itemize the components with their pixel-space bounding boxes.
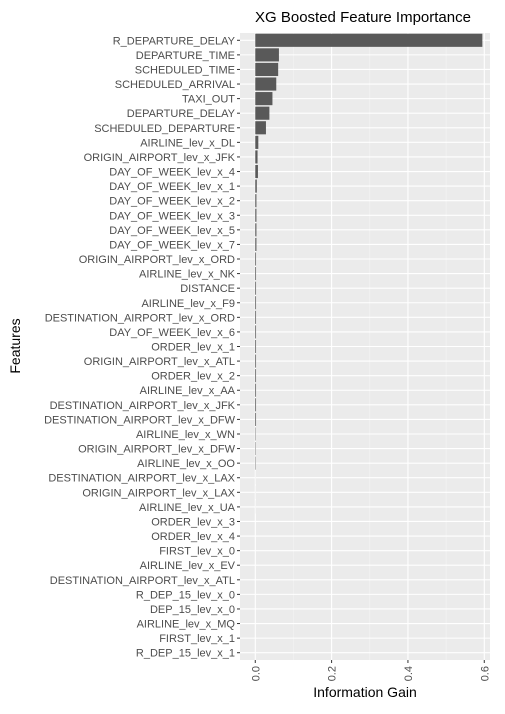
y-tick-label: SCHEDULED_DEPARTURE bbox=[94, 123, 235, 135]
x-axis-title: Information Gain bbox=[313, 684, 417, 700]
y-tick-label: R_DEP_15_lev_x_0 bbox=[136, 589, 235, 601]
y-tick-label: DAY_OF_WEEK_lev_x_7 bbox=[109, 239, 235, 251]
bar bbox=[255, 325, 256, 338]
bar bbox=[255, 413, 256, 426]
bar bbox=[255, 340, 256, 353]
y-tick-label: DESTINATION_AIRPORT_lev_x_JFK bbox=[50, 400, 236, 412]
y-tick-label: DAY_OF_WEEK_lev_x_1 bbox=[109, 181, 235, 193]
bar bbox=[255, 296, 256, 309]
bar bbox=[255, 194, 256, 207]
y-tick-label: AIRLINE_lev_x_NK bbox=[139, 269, 236, 281]
bar bbox=[255, 282, 256, 295]
y-tick-label: AIRLINE_lev_x_F9 bbox=[141, 298, 235, 310]
bar bbox=[255, 121, 266, 134]
y-tick-label: AIRLINE_lev_x_UA bbox=[139, 502, 236, 514]
y-tick-label: DAY_OF_WEEK_lev_x_2 bbox=[109, 196, 235, 208]
y-tick-label: ORDER_lev_x_1 bbox=[151, 342, 235, 354]
x-tick-label: 0.4 bbox=[403, 666, 415, 681]
y-tick-label: ORDER_lev_x_3 bbox=[151, 516, 235, 528]
y-tick-label: DESTINATION_AIRPORT_lev_x_ATL bbox=[50, 575, 235, 587]
x-tick-label: 0.6 bbox=[479, 666, 491, 681]
bar bbox=[255, 136, 258, 149]
bar bbox=[255, 398, 256, 411]
y-tick-label: TAXI_OUT bbox=[182, 94, 235, 106]
y-tick-label: ORIGIN_AIRPORT_lev_x_DFW bbox=[78, 444, 236, 456]
y-tick-label: ORIGIN_AIRPORT_lev_x_LAX bbox=[82, 487, 235, 499]
bar bbox=[255, 77, 276, 90]
bar bbox=[255, 369, 256, 382]
bar bbox=[255, 223, 256, 236]
y-tick-label: DEPARTURE_DELAY bbox=[127, 108, 236, 120]
y-tick-label: DISTANCE bbox=[180, 283, 235, 295]
y-tick-label: SCHEDULED_ARRIVAL bbox=[115, 79, 235, 91]
y-tick-label: ORIGIN_AIRPORT_lev_x_JFK bbox=[84, 152, 236, 164]
bar bbox=[255, 180, 257, 193]
bar bbox=[255, 267, 256, 280]
bar bbox=[255, 238, 256, 251]
bar bbox=[255, 209, 256, 222]
y-tick-label: AIRLINE_lev_x_MQ bbox=[137, 619, 236, 631]
y-tick-label: AIRLINE_lev_x_OO bbox=[137, 458, 235, 470]
y-tick-label: DAY_OF_WEEK_lev_x_3 bbox=[109, 210, 235, 222]
y-tick-label: DESTINATION_AIRPORT_lev_x_LAX bbox=[48, 473, 235, 485]
x-axis: 0.0 0.2 0.4 0.6 bbox=[250, 660, 491, 681]
y-tick-label: FIRST_lev_x_0 bbox=[159, 546, 235, 558]
x-tick-label: 0.0 bbox=[250, 666, 262, 681]
y-tick-label: DAY_OF_WEEK_lev_x_6 bbox=[109, 327, 235, 339]
bar bbox=[255, 165, 258, 178]
bar bbox=[255, 311, 256, 324]
chart-title: XG Boosted Feature Importance bbox=[255, 9, 471, 26]
bar bbox=[255, 63, 278, 76]
y-tick-label: FIRST_lev_x_1 bbox=[159, 633, 235, 645]
bar bbox=[255, 355, 256, 368]
y-tick-label: ORIGIN_AIRPORT_lev_x_ORD bbox=[79, 254, 235, 266]
bar bbox=[255, 34, 482, 47]
bar bbox=[255, 48, 279, 61]
y-tick-label: AIRLINE_lev_x_DL bbox=[140, 137, 235, 149]
y-tick-label: AIRLINE_lev_x_AA bbox=[140, 385, 236, 397]
y-tick-label: DEP_15_lev_x_0 bbox=[150, 604, 235, 616]
y-tick-label: DEPARTURE_TIME bbox=[136, 50, 235, 62]
y-tick-label: DESTINATION_AIRPORT_lev_x_DFW bbox=[44, 414, 236, 426]
y-tick-label: DAY_OF_WEEK_lev_x_4 bbox=[109, 167, 235, 179]
bar bbox=[255, 252, 256, 265]
y-tick-label: R_DEPARTURE_DELAY bbox=[113, 35, 236, 47]
bar bbox=[255, 107, 269, 120]
y-axis-title: Features bbox=[7, 318, 23, 373]
y-tick-label: SCHEDULED_TIME bbox=[135, 64, 235, 76]
y-tick-label: AIRLINE_lev_x_EV bbox=[140, 560, 236, 572]
bar bbox=[255, 92, 272, 105]
bar bbox=[255, 150, 257, 163]
y-tick-label: ORIGIN_AIRPORT_lev_x_ATL bbox=[84, 356, 235, 368]
y-tick-label: ORDER_lev_x_2 bbox=[151, 371, 235, 383]
x-tick-label: 0.2 bbox=[327, 666, 339, 681]
y-tick-label: AIRLINE_lev_x_WN bbox=[136, 429, 235, 441]
y-axis: R_DEP_15_lev_x_1 FIRST_lev_x_1 AIRLINE_lev… bbox=[44, 35, 240, 659]
y-tick-label: DESTINATION_AIRPORT_lev_x_ORD bbox=[45, 312, 235, 324]
y-tick-label: R_DEP_15_lev_x_1 bbox=[136, 648, 235, 660]
bar bbox=[255, 384, 256, 397]
y-tick-label: ORDER_lev_x_4 bbox=[151, 531, 235, 543]
y-tick-label: DAY_OF_WEEK_lev_x_5 bbox=[109, 225, 235, 237]
